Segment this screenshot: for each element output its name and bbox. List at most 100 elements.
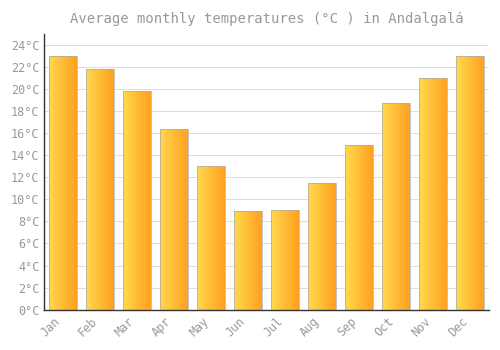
Bar [471,56,472,310]
Bar [349,145,350,310]
Bar [329,183,330,310]
Bar [277,210,278,310]
Bar [204,166,205,310]
Bar [59,56,60,310]
Bar [313,183,314,310]
Bar [400,103,401,310]
Bar [308,183,336,310]
Bar [404,103,406,310]
Bar [293,210,294,310]
Bar [440,78,441,310]
Bar [113,69,114,310]
Bar [409,103,410,310]
Bar [390,103,392,310]
Bar [357,145,358,310]
Bar [323,183,324,310]
Bar [254,211,255,310]
Bar [467,56,468,310]
Bar [62,56,63,310]
Bar [218,166,219,310]
Bar [457,56,458,310]
Bar [97,69,98,310]
Bar [111,69,112,310]
Bar [162,129,163,310]
Bar [364,145,365,310]
Bar [408,103,409,310]
Bar [169,129,170,310]
Bar [238,211,239,310]
Bar [209,166,210,310]
Bar [207,166,208,310]
Bar [320,183,321,310]
Bar [202,166,203,310]
Bar [444,78,445,310]
Bar [326,183,327,310]
Bar [90,69,91,310]
Bar [124,91,126,310]
Bar [353,145,354,310]
Bar [54,56,56,310]
Bar [456,56,457,310]
Bar [135,91,136,310]
Bar [142,91,144,310]
Bar [423,78,424,310]
Bar [112,69,113,310]
Bar [70,56,72,310]
Bar [52,56,54,310]
Bar [290,210,291,310]
Bar [298,210,299,310]
Bar [110,69,111,310]
Bar [283,210,284,310]
Bar [236,211,237,310]
Bar [425,78,426,310]
Bar [324,183,325,310]
Bar [472,56,473,310]
Bar [98,69,100,310]
Bar [65,56,66,310]
Bar [276,210,277,310]
Bar [311,183,312,310]
Bar [165,129,166,310]
Bar [60,56,61,310]
Bar [346,145,347,310]
Bar [310,183,311,310]
Bar [172,129,174,310]
Bar [58,56,59,310]
Bar [295,210,296,310]
Bar [355,145,356,310]
Bar [248,211,249,310]
Bar [75,56,76,310]
Bar [386,103,388,310]
Bar [247,211,248,310]
Bar [240,211,241,310]
Bar [358,145,360,310]
Bar [314,183,316,310]
Bar [86,69,87,310]
Bar [222,166,223,310]
Bar [103,69,104,310]
Bar [92,69,93,310]
Bar [63,56,64,310]
Bar [170,129,172,310]
Bar [443,78,444,310]
Bar [272,210,274,310]
Bar [325,183,326,310]
Bar [382,103,410,310]
Bar [279,210,280,310]
Bar [255,211,256,310]
Bar [294,210,295,310]
Bar [297,210,298,310]
Bar [309,183,310,310]
Bar [439,78,440,310]
Bar [178,129,179,310]
Bar [91,69,92,310]
Bar [406,103,408,310]
Bar [144,91,146,310]
Bar [242,211,244,310]
Bar [446,78,447,310]
Bar [208,166,209,310]
Bar [382,103,383,310]
Bar [292,210,293,310]
Bar [102,69,103,310]
Bar [100,69,102,310]
